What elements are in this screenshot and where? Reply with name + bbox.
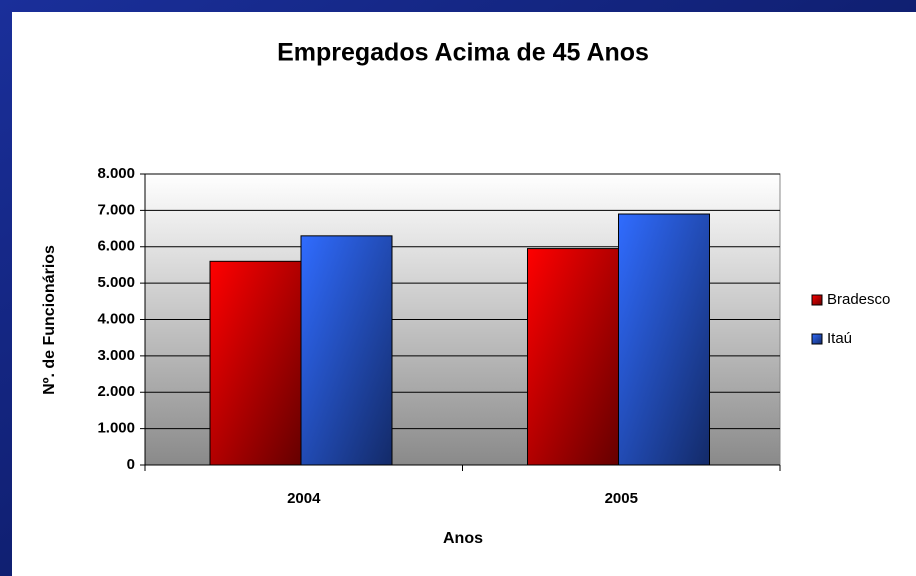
y-axis-label: Nº. de Funcionários — [41, 245, 58, 395]
y-tick-label: 5.000 — [97, 274, 135, 291]
y-tick-label: 3.000 — [97, 347, 135, 364]
legend-swatch — [811, 333, 823, 345]
y-tick-label: 6.000 — [97, 238, 135, 255]
legend-swatch — [811, 294, 823, 306]
bar — [209, 260, 302, 466]
y-tick-label: 8.000 — [97, 165, 135, 182]
y-tick-label: 1.000 — [97, 420, 135, 437]
legend-label: Itaú — [827, 330, 852, 347]
y-tick-label: 2.000 — [97, 383, 135, 400]
y-tick-label: 0 — [127, 456, 135, 473]
y-tick-label: 4.000 — [97, 310, 135, 327]
bar — [527, 248, 619, 466]
y-tick-label: 7.000 — [97, 201, 135, 218]
legend-label: Bradesco — [827, 291, 890, 308]
x-tick-label: 2004 — [287, 490, 321, 507]
chart-title: Empregados Acima de 45 Anos — [277, 39, 649, 67]
bar — [300, 235, 393, 466]
x-tick-label: 2005 — [605, 490, 638, 507]
bar — [618, 213, 710, 466]
x-axis-label: Anos — [443, 530, 483, 547]
